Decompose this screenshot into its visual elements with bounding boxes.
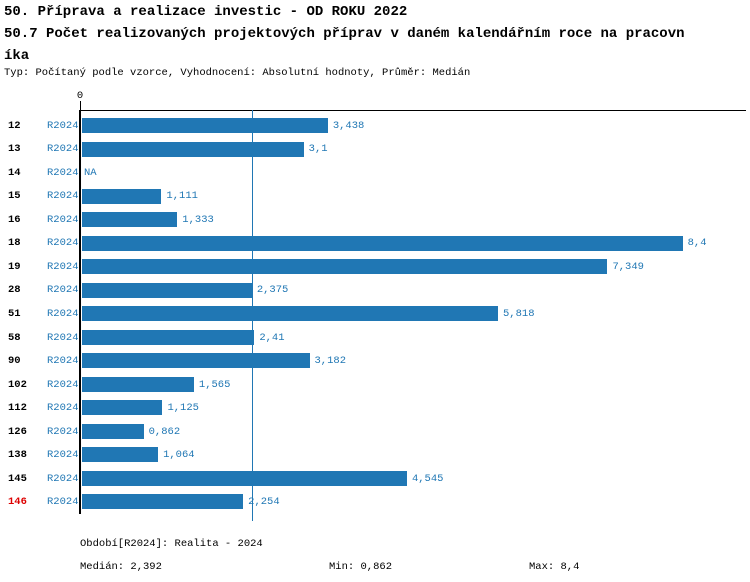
chart-subtitle-line2: íka: [4, 48, 30, 64]
value-bar: [82, 235, 683, 251]
value-bar: [82, 329, 255, 345]
chart-row: 28 R2024 2,375: [0, 279, 750, 303]
value-label: 4,545: [411, 472, 444, 485]
chart-title: 50. Příprava a realizace investic - OD R…: [4, 4, 408, 20]
value-label: 1,333: [182, 213, 214, 226]
row-period-label: R2024: [47, 166, 79, 179]
chart-row: 19 R2024 7,349: [0, 255, 750, 279]
chart-row: 13 R2024 3,1: [0, 138, 750, 162]
value-label: 7,349: [612, 260, 644, 273]
value-bar: [82, 447, 159, 463]
row-period-label: R2024: [47, 331, 79, 344]
chart-row: 90 R2024 3,182: [0, 349, 750, 373]
x-axis-zero-tick-label: 0: [76, 90, 84, 102]
chart-row: 145 R2024 4,545: [0, 467, 750, 491]
chart-row: 51 R2024 5,818: [0, 302, 750, 326]
row-period-label: R2024: [47, 425, 79, 438]
x-axis-line: [80, 110, 746, 111]
value-label: 1,064: [163, 449, 195, 462]
chart-row: 102 R2024 1,565: [0, 373, 750, 397]
chart-row: 126 R2024 0,862: [0, 420, 750, 444]
value-bar: [82, 259, 608, 275]
row-id-label: 58: [8, 331, 21, 344]
footer-median-stat: Medián: 2,392: [80, 561, 162, 573]
chart-row: 16 R2024 1,333: [0, 208, 750, 232]
row-period-label: R2024: [47, 355, 79, 368]
value-label: 3,1: [308, 143, 328, 156]
row-period-label: R2024: [47, 402, 79, 415]
na-label: NA: [84, 166, 97, 179]
chart-row: 15 R2024 1,111: [0, 185, 750, 209]
chart-row: 138 R2024 1,064: [0, 443, 750, 467]
footer-max-stat: Max: 8,4: [529, 561, 580, 573]
chart-meta-info: Typ: Počítaný podle vzorce, Vyhodnocení:…: [4, 67, 471, 79]
row-period-label: R2024: [47, 449, 79, 462]
footer-period-label: Období[R2024]: Realita - 2024: [80, 538, 263, 550]
chart-row: 112 R2024 1,125: [0, 396, 750, 420]
row-id-label: 16: [8, 213, 21, 226]
row-period-label: R2024: [47, 496, 79, 509]
row-id-label: 145: [8, 472, 27, 485]
row-period-label: R2024: [47, 378, 79, 391]
row-id-label: 28: [8, 284, 21, 297]
value-bar: [82, 353, 310, 369]
row-id-label: 51: [8, 307, 21, 320]
row-period-label: R2024: [47, 307, 79, 320]
value-bar: [82, 494, 244, 510]
value-label: 1,125: [167, 402, 199, 415]
row-period-label: R2024: [47, 284, 79, 297]
value-label: 1,565: [198, 378, 231, 391]
row-id-label: 18: [8, 237, 21, 250]
row-id-label: 126: [8, 425, 27, 438]
row-period-label: R2024: [47, 190, 79, 203]
row-period-label: R2024: [47, 260, 79, 273]
y-axis-line: [79, 110, 81, 514]
value-bar: [82, 470, 407, 486]
value-label: 0,862: [148, 425, 181, 438]
row-period-label: R2024: [47, 213, 79, 226]
row-id-label: 146: [8, 496, 27, 509]
value-bar: [82, 306, 498, 322]
row-period-label: R2024: [47, 119, 79, 132]
chart-row: 12 R2024 3,438: [0, 114, 750, 138]
chart-row: 58 R2024 2,41: [0, 326, 750, 350]
row-period-label: R2024: [47, 472, 79, 485]
value-label: 3,182: [314, 355, 347, 368]
row-id-label: 112: [8, 402, 27, 415]
value-label: 2,375: [256, 284, 289, 297]
chart-subtitle-line1: 50.7 Počet realizovaných projektových př…: [4, 26, 685, 42]
value-bar: [82, 423, 144, 439]
chart-row: 146 R2024 2,254: [0, 490, 750, 514]
value-label: 2,41: [259, 331, 285, 344]
row-id-label: 13: [8, 143, 21, 156]
value-bar: [82, 282, 252, 298]
row-period-label: R2024: [47, 237, 79, 250]
row-id-label: 138: [8, 449, 27, 462]
value-label: 1,111: [166, 190, 198, 203]
value-label: 8,4: [687, 237, 707, 250]
value-label: 5,818: [502, 307, 535, 320]
value-bar: [82, 188, 162, 204]
value-label: 3,438: [332, 119, 365, 132]
chart-row: 18 R2024 8,4: [0, 232, 750, 256]
value-label: 2,254: [248, 496, 280, 509]
chart-row: 14 R2024 NA: [0, 161, 750, 185]
row-id-label: 15: [8, 190, 21, 203]
footer-min-stat: Min: 0,862: [329, 561, 393, 573]
row-id-label: 19: [8, 260, 21, 273]
row-id-label: 12: [8, 119, 21, 132]
value-bar: [82, 376, 194, 392]
row-id-label: 90: [8, 355, 21, 368]
row-period-label: R2024: [47, 143, 79, 156]
value-bar: [82, 400, 163, 416]
value-bar: [82, 141, 304, 157]
value-bar: [82, 118, 328, 133]
value-bar: [82, 212, 178, 228]
row-id-label: 102: [8, 378, 27, 391]
row-id-label: 14: [8, 166, 21, 179]
x-axis-zero-tick-mark: [80, 101, 81, 110]
